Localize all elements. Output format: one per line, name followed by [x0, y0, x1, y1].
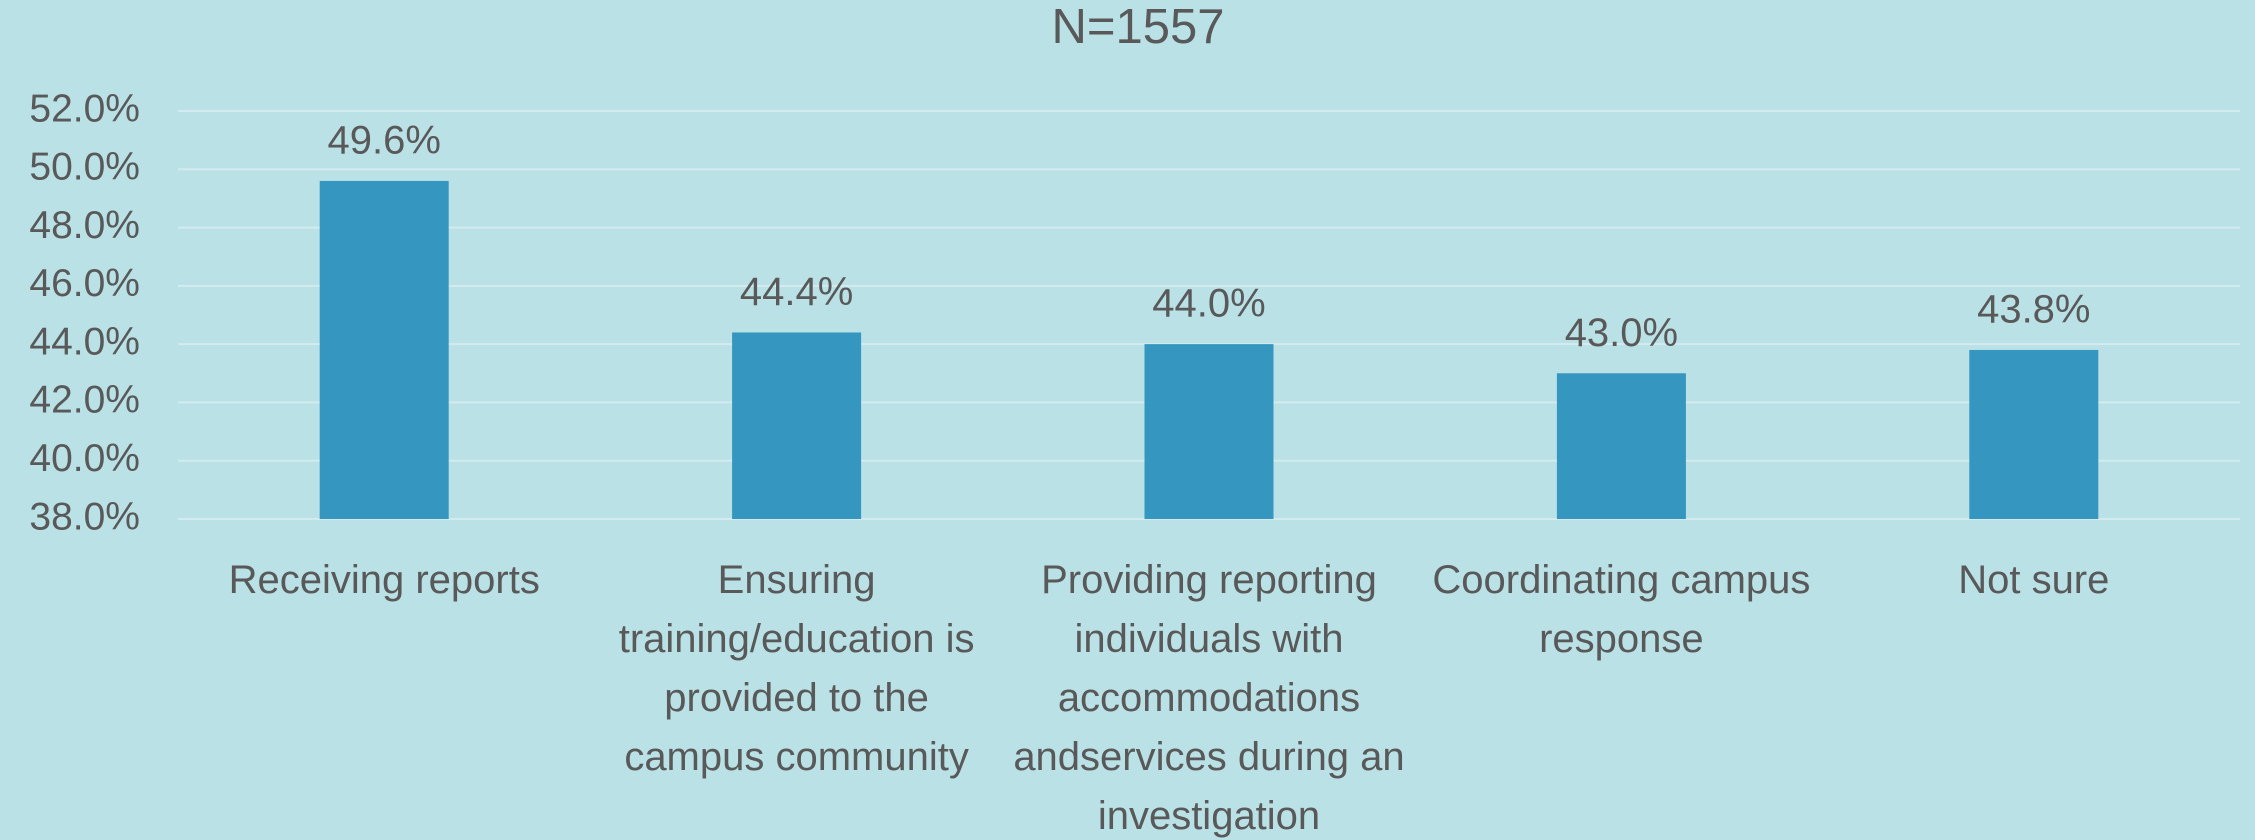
x-tick-label: Not sure: [1958, 558, 2109, 602]
chart-title: N=1557: [1051, 0, 1224, 54]
y-tick-label: 48.0%: [29, 204, 140, 247]
data-label: 43.8%: [1977, 288, 2090, 332]
y-tick-label: 42.0%: [29, 379, 140, 422]
data-label: 49.6%: [327, 119, 440, 163]
bar: [1969, 349, 2099, 519]
y-tick-label: 38.0%: [29, 495, 140, 538]
y-tick-label: 50.0%: [29, 146, 140, 189]
x-tick-label: Ensuring training/education is provided to…: [619, 558, 975, 779]
y-tick-label: 40.0%: [29, 437, 140, 480]
y-tick-label: 44.0%: [29, 320, 140, 363]
data-label: 44.0%: [1152, 282, 1265, 326]
bar: [1556, 373, 1686, 519]
bar: [1144, 344, 1274, 519]
data-label: 43.0%: [1565, 311, 1678, 355]
bar: [319, 180, 449, 519]
data-label: 44.4%: [740, 270, 853, 314]
y-tick-label: 46.0%: [29, 262, 140, 305]
x-tick-label: Providing reporting individuals with accom…: [1013, 558, 1404, 838]
y-tick-label: 52.0%: [29, 87, 140, 130]
bar: [732, 332, 862, 519]
x-tick-label: Coordinating campus response: [1432, 558, 1810, 661]
x-tick-label: Receiving reports: [229, 558, 540, 602]
